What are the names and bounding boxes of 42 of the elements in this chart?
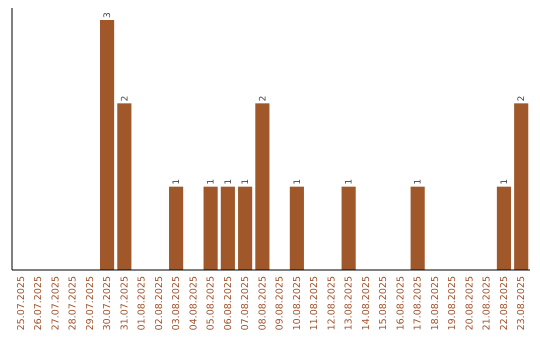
data-label: 1	[500, 178, 510, 185]
x-tick-label: 28.07.2025	[68, 276, 79, 330]
data-label: 1	[224, 178, 234, 185]
data-label: 1	[241, 178, 252, 185]
x-tick-label: 07.08.2025	[240, 276, 252, 330]
x-tick-label: 21.08.2025	[482, 276, 493, 330]
x-tick-label: 29.07.2025	[84, 276, 96, 330]
x-tick-label: 03.08.2025	[171, 276, 182, 330]
data-label: 1	[292, 178, 303, 185]
x-tick-label: 09.08.2025	[274, 276, 286, 330]
x-tick-label: 23.08.2025	[516, 276, 528, 330]
x-tick-label: 27.07.2025	[50, 276, 62, 330]
x-tick-label: 06.08.2025	[222, 276, 234, 330]
x-tick-label: 17.08.2025	[412, 276, 424, 330]
x-tick-label: 16.08.2025	[395, 276, 406, 330]
x-tick-label: 11.08.2025	[309, 276, 320, 330]
data-label: 1	[344, 178, 355, 185]
x-tick-label: 20.08.2025	[464, 276, 476, 330]
x-tick-label: 18.08.2025	[430, 276, 441, 330]
data-label: 3	[103, 12, 114, 18]
x-tick-label: 30.07.2025	[102, 276, 114, 330]
data-label: 1	[206, 178, 217, 185]
x-tick-label: 01.08.2025	[136, 276, 148, 330]
x-tick-label: 31.07.2025	[119, 276, 130, 330]
x-tick-label: 12.08.2025	[326, 276, 338, 330]
x-tick-label: 10.08.2025	[292, 276, 303, 330]
data-label: 2	[120, 96, 130, 102]
x-tick-label: 05.08.2025	[206, 276, 217, 330]
x-tick-label: 19.08.2025	[447, 276, 458, 330]
x-tick-label: 22.08.2025	[498, 276, 510, 330]
data-label: 1	[172, 178, 182, 185]
x-tick-label: 02.08.2025	[154, 276, 165, 330]
x-tick-label: 04.08.2025	[188, 276, 200, 330]
data-label: 1	[414, 178, 424, 185]
data-label: 2	[258, 96, 268, 102]
x-tick-label: 13.08.2025	[344, 276, 355, 330]
x-tick-label: 15.08.2025	[378, 276, 390, 330]
x-tick-label: 25.07.2025	[16, 276, 27, 330]
x-tick-label: 14.08.2025	[360, 276, 372, 330]
x-tick-label: 26.07.2025	[33, 276, 44, 330]
x-tick-label: 08.08.2025	[257, 276, 268, 330]
data-label: 2	[517, 96, 528, 102]
